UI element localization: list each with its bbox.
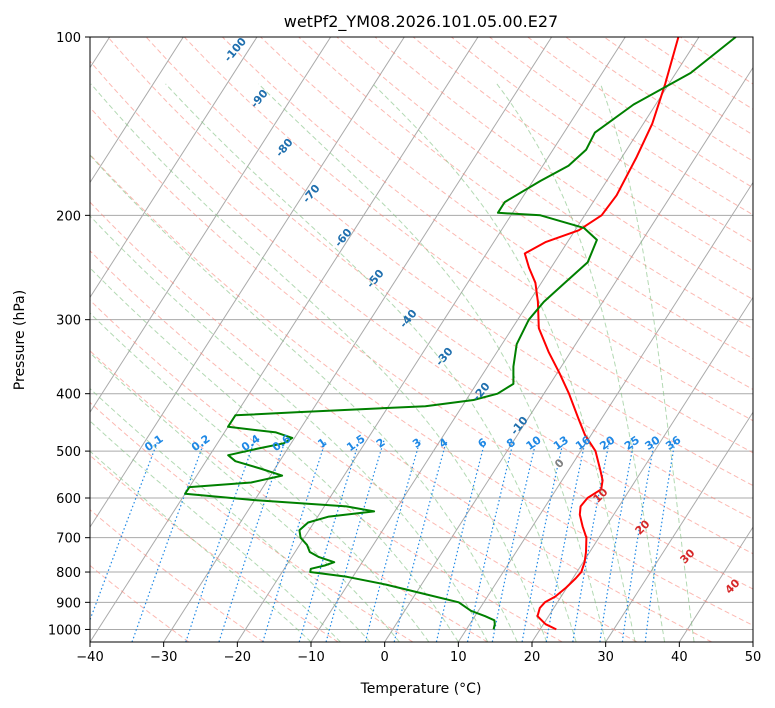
series-layer: [184, 37, 737, 631]
y-tick-label: 200: [56, 209, 81, 224]
dry-adiabat-line: [107, 37, 753, 520]
y-axis-label: Pressure (hPa): [12, 290, 28, 390]
mixing-ratio-line: [545, 440, 586, 642]
x-tick-label: −10: [297, 650, 324, 665]
x-tick-label: −20: [224, 650, 251, 665]
isotherm-line: [90, 37, 184, 184]
isotherm-line: [531, 296, 753, 642]
y-tick-label: 100: [56, 31, 81, 46]
x-tick-label: −30: [150, 650, 177, 665]
isotherm-line: [90, 37, 258, 299]
dry-adiabat-line: [90, 299, 563, 642]
dry-adiabat-line: [183, 37, 753, 454]
x-tick-label: 30: [597, 650, 614, 665]
isotherm-line: [457, 181, 753, 642]
isotherm-line: [384, 66, 753, 642]
dry-adiabat-line: [90, 106, 753, 590]
y-tick-label: 500: [56, 445, 81, 460]
moist-adiabat-line: [372, 83, 636, 642]
isotherm-line: [605, 411, 753, 642]
x-tick-label: 40: [671, 650, 688, 665]
moist-adiabat-line: [90, 387, 371, 642]
x-tick-label: 50: [745, 650, 762, 665]
mixing-ratio-line: [262, 440, 327, 642]
x-tick-label: 20: [524, 650, 541, 665]
x-tick-label: −40: [76, 650, 103, 665]
dry-adiabat-line: [374, 37, 753, 301]
moist-adiabat-line: [90, 267, 459, 642]
mixing-ratio-line: [644, 440, 676, 642]
mixing-ratio-line: [325, 440, 385, 642]
mixing-ratio-line: [621, 440, 656, 642]
moist-adiabat-line: [165, 83, 577, 642]
mixing-ratio-line: [435, 440, 486, 642]
y-tick-label: 300: [56, 314, 81, 329]
moist-adiabat-line: [90, 83, 548, 642]
mixing-ratio-line: [393, 440, 448, 642]
x-axis-label: Temperature (°C): [360, 681, 482, 697]
dry-adiabat-line: [90, 350, 488, 642]
mixing-ratio-line: [572, 440, 611, 642]
isotherm-line: [90, 37, 332, 414]
dry-adiabat-line: [336, 37, 753, 330]
y-tick-label: 400: [56, 388, 81, 403]
background-lines: [90, 37, 753, 642]
mixing-ratio-line: [131, 440, 206, 642]
plot-frame: [89, 36, 754, 643]
mixing-ratio-line: [599, 440, 635, 642]
y-tick-label: 600: [56, 492, 81, 507]
mixing-ratio-line: [298, 440, 360, 642]
moist-adiabat-line: [90, 312, 430, 642]
dry-adiabat-line: [222, 37, 753, 422]
y-axis: 100 200 300 400 500 600 700 800 900 1000: [48, 31, 90, 638]
mixing-ratio-line: [521, 440, 564, 642]
dry-adiabat-line: [90, 509, 264, 642]
x-axis: −40 −30 −20 −10 0 10 20 30 40 50: [76, 642, 761, 665]
mixing-ratio-line: [364, 440, 421, 642]
temperature-profile-line: [523, 37, 680, 631]
isotherm-line: [310, 37, 700, 642]
moist-adiabat-line: [258, 83, 607, 642]
isotherm-line: [678, 526, 753, 642]
moist-adiabat-line: [90, 450, 312, 642]
dewpoint-profile-line: [184, 37, 737, 630]
isotherm-line: [90, 37, 479, 642]
moist-adiabat-line: [90, 420, 341, 642]
isotherm-line: [163, 37, 553, 642]
dry-adiabat-line: [90, 201, 712, 642]
y-tick-label: 900: [56, 596, 81, 611]
chart-title: wetPf2_YM08.2026.101.05.00.E27: [284, 12, 558, 32]
x-tick-label: 10: [450, 650, 467, 665]
isotherm-line: [90, 37, 405, 529]
moist-adiabat-line: [496, 83, 666, 642]
y-tick-label: 1000: [48, 623, 81, 638]
y-tick-label: 800: [56, 566, 81, 581]
x-tick-label: 0: [381, 650, 389, 665]
mixing-ratio-line: [491, 440, 537, 642]
moist-adiabat-line: [600, 83, 695, 642]
moist-adiabat-line: [90, 154, 518, 642]
y-tick-label: 700: [56, 532, 81, 547]
dry-adiabat-line: [90, 60, 753, 555]
isotherm-line: [236, 37, 626, 642]
moist-adiabat-line: [90, 215, 489, 642]
dry-adiabat-line: [90, 454, 339, 642]
dry-adiabat-line: [90, 153, 753, 626]
mixing-ratio-line: [466, 440, 515, 642]
